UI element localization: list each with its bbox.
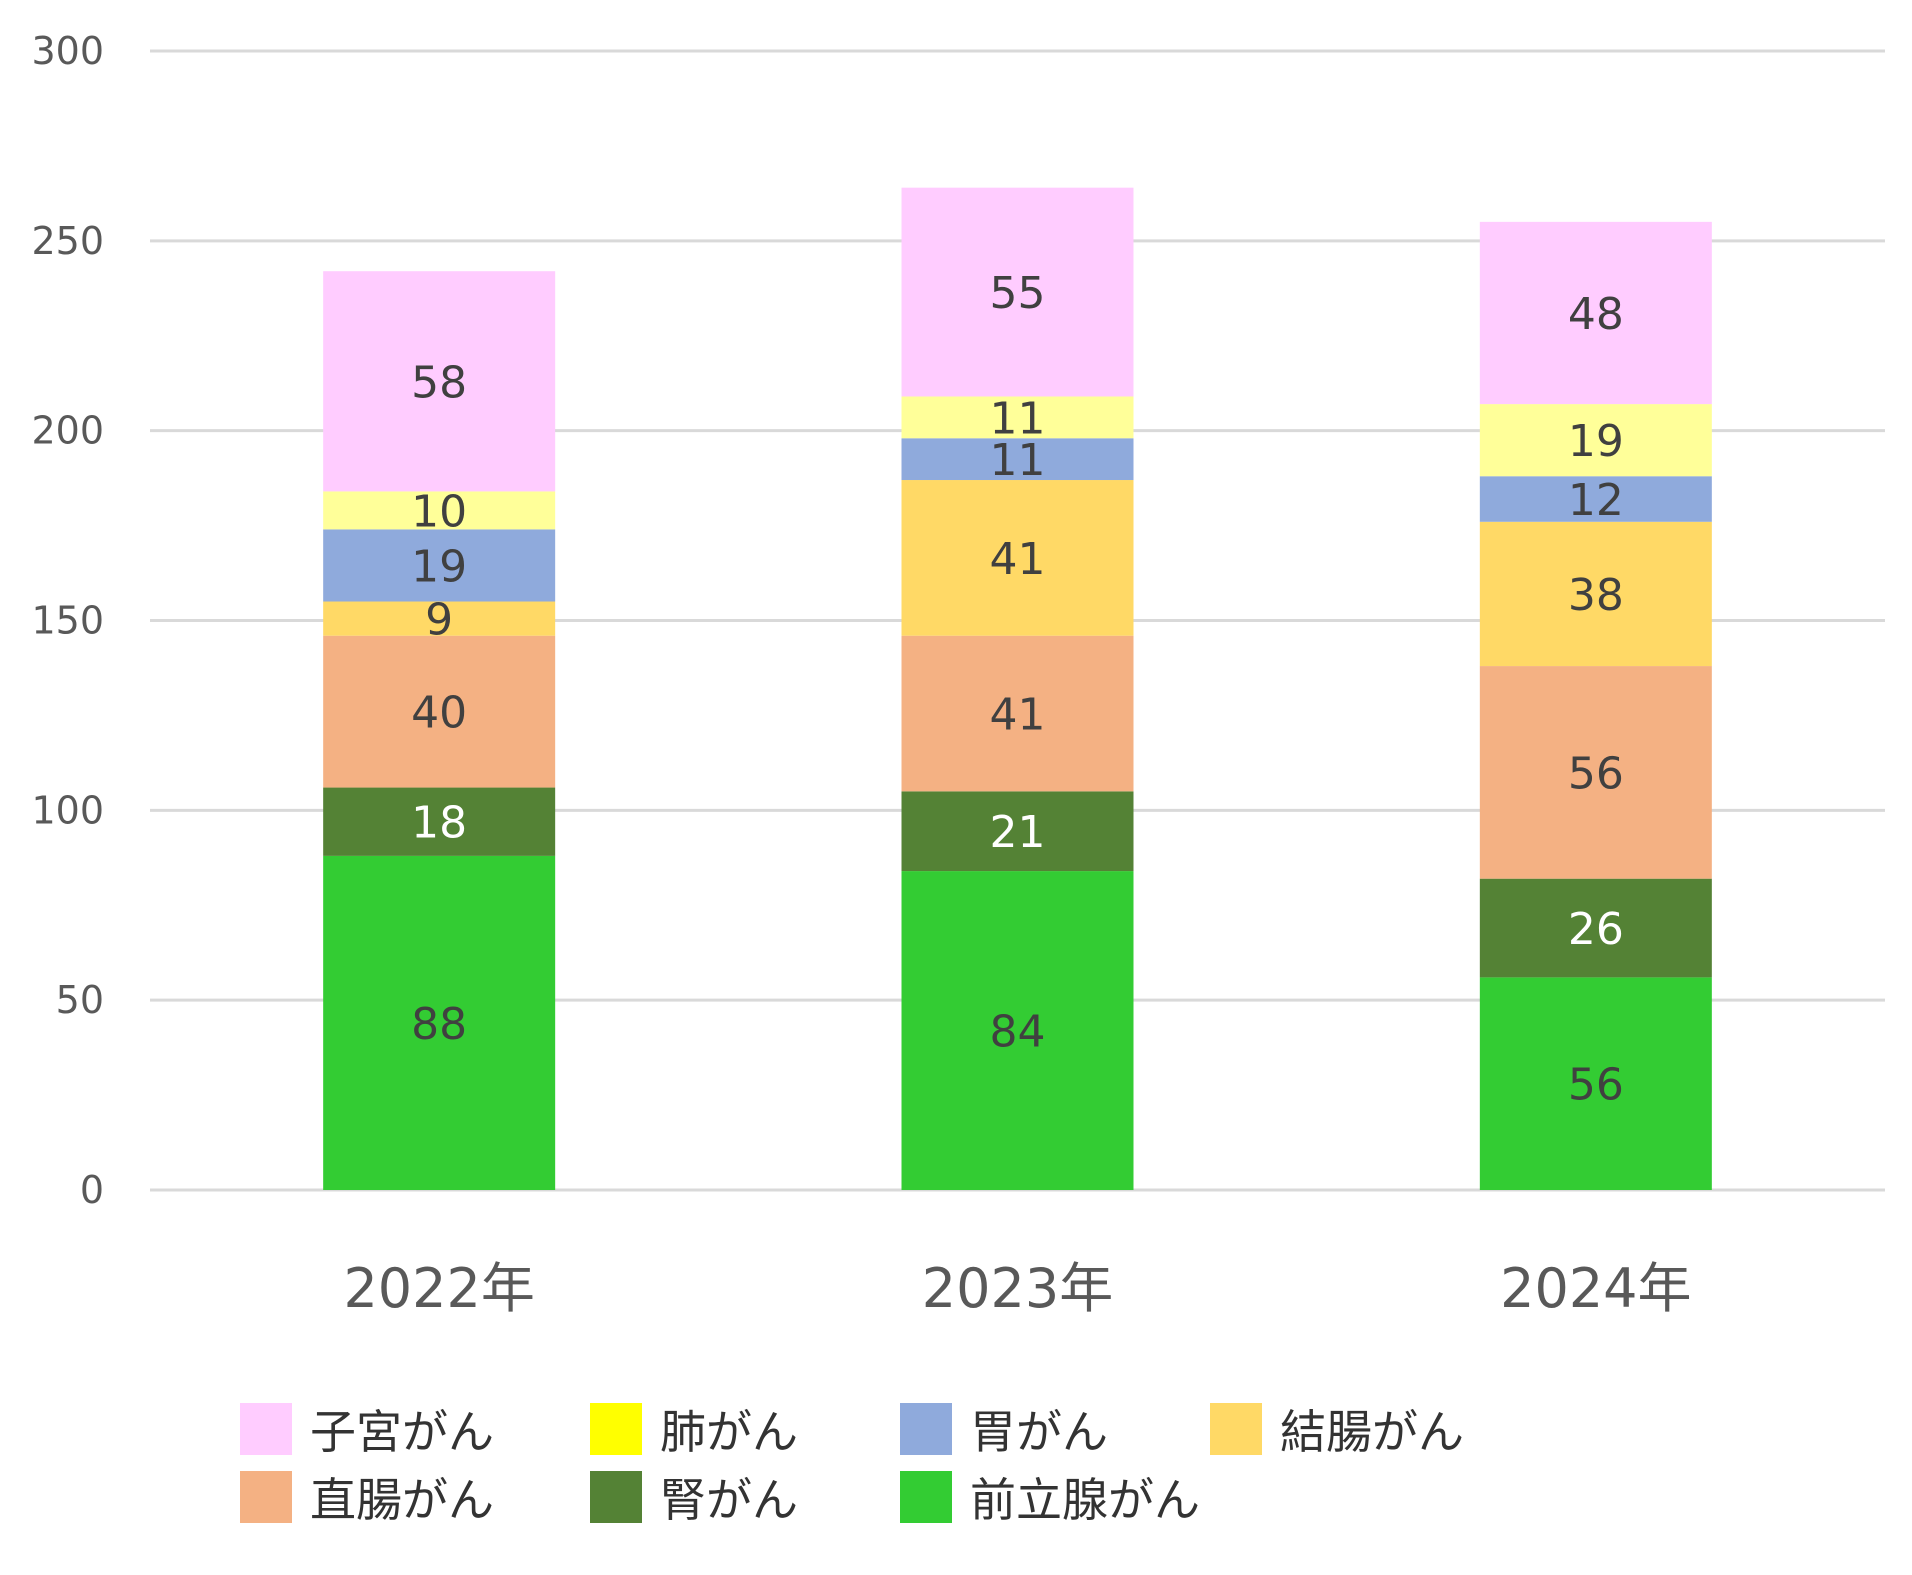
legend-item: 前立腺がん <box>900 1464 1210 1530</box>
bar-segment <box>901 480 1134 636</box>
data-label: 26 <box>1568 904 1624 955</box>
bar-segment <box>1479 977 1712 1190</box>
data-label: 10 <box>411 486 467 537</box>
data-label: 12 <box>1568 475 1624 526</box>
y-tick-label: 200 <box>31 409 104 453</box>
data-label: 58 <box>411 357 467 408</box>
bar-segment <box>901 438 1134 481</box>
legend-item: 結腸がん <box>1210 1396 1520 1462</box>
bar-segment <box>323 491 556 530</box>
x-category-label: 2024年 <box>1500 1257 1691 1320</box>
bar-segment <box>901 187 1134 397</box>
bar-segment <box>323 855 556 1190</box>
data-label: 9 <box>425 595 453 646</box>
y-tick-label: 100 <box>31 788 104 832</box>
legend-label: 直腸がん <box>310 1473 494 1527</box>
legend-label: 前立腺がん <box>970 1473 1200 1527</box>
data-labels: 8818409191058842141411111555626563812194… <box>411 268 1624 1111</box>
data-label: 88 <box>411 999 467 1050</box>
data-label: 41 <box>990 690 1046 741</box>
bar-segment <box>323 635 556 788</box>
data-label: 55 <box>990 268 1046 319</box>
data-label: 84 <box>990 1007 1046 1058</box>
legend-swatch <box>590 1471 642 1523</box>
legend-row: 子宮がん 肺がん 胃がん 結腸がん <box>240 1395 1740 1463</box>
bar-segment <box>1479 476 1712 522</box>
legend-label: 結腸がん <box>1280 1405 1464 1459</box>
bars <box>323 187 1712 1190</box>
legend-label: 胃がん <box>970 1405 1108 1459</box>
data-label: 19 <box>1568 416 1624 467</box>
legend-item: 胃がん <box>900 1396 1210 1462</box>
legend-row: 直腸がん 腎がん 前立腺がん <box>240 1463 1740 1531</box>
legend-swatch <box>900 1403 952 1455</box>
data-label: 19 <box>411 541 467 592</box>
legend: 子宮がん 肺がん 胃がん 結腸がん 直腸がん 腎がん 前立腺がん <box>240 1395 1740 1531</box>
bar-segment <box>1479 878 1712 978</box>
bar-segment <box>901 791 1134 872</box>
legend-swatch <box>590 1403 642 1455</box>
bar-segment <box>901 871 1134 1190</box>
bar-segment <box>323 787 556 856</box>
bar-segment <box>1479 666 1712 879</box>
legend-item: 肺がん <box>590 1396 900 1462</box>
legend-swatch <box>900 1471 952 1523</box>
legend-swatch <box>240 1471 292 1523</box>
data-label: 21 <box>990 807 1046 858</box>
x-category-label: 2022年 <box>343 1257 534 1320</box>
y-tick-label: 150 <box>31 599 104 643</box>
data-label: 18 <box>411 798 467 849</box>
data-label: 48 <box>1568 289 1624 340</box>
x-category-label: 2023年 <box>922 1257 1113 1320</box>
data-label: 38 <box>1568 570 1624 621</box>
data-label: 41 <box>990 534 1046 585</box>
legend-label: 腎がん <box>660 1473 798 1527</box>
legend-item: 直腸がん <box>240 1464 590 1530</box>
legend-item: 子宮がん <box>240 1396 590 1462</box>
bar-segment <box>323 529 556 602</box>
y-tick-label: 250 <box>31 219 104 263</box>
y-tick-label: 50 <box>56 978 104 1022</box>
bar-segment <box>323 271 556 492</box>
legend-swatch <box>240 1403 292 1455</box>
bar-segment <box>1479 404 1712 477</box>
bar-segment <box>901 396 1134 439</box>
y-axis-ticks: 0 50 100 150 200 250 300 <box>31 29 104 1212</box>
legend-item: 腎がん <box>590 1464 900 1530</box>
y-tick-label: 300 <box>31 29 104 73</box>
data-label: 11 <box>990 435 1046 486</box>
x-axis-categories: 2022年 2023年 2024年 <box>343 1257 1691 1320</box>
data-label: 56 <box>1568 748 1624 799</box>
bar-segment <box>901 635 1134 792</box>
y-tick-label: 0 <box>80 1168 104 1212</box>
data-label: 11 <box>990 393 1046 444</box>
legend-label: 子宮がん <box>310 1405 494 1459</box>
bar-segment <box>323 601 556 636</box>
data-label: 56 <box>1568 1060 1624 1111</box>
data-label: 40 <box>411 688 467 739</box>
legend-label: 肺がん <box>660 1405 798 1459</box>
bar-segment <box>1479 521 1712 667</box>
bar-segment <box>1479 221 1712 405</box>
legend-swatch <box>1210 1403 1262 1455</box>
